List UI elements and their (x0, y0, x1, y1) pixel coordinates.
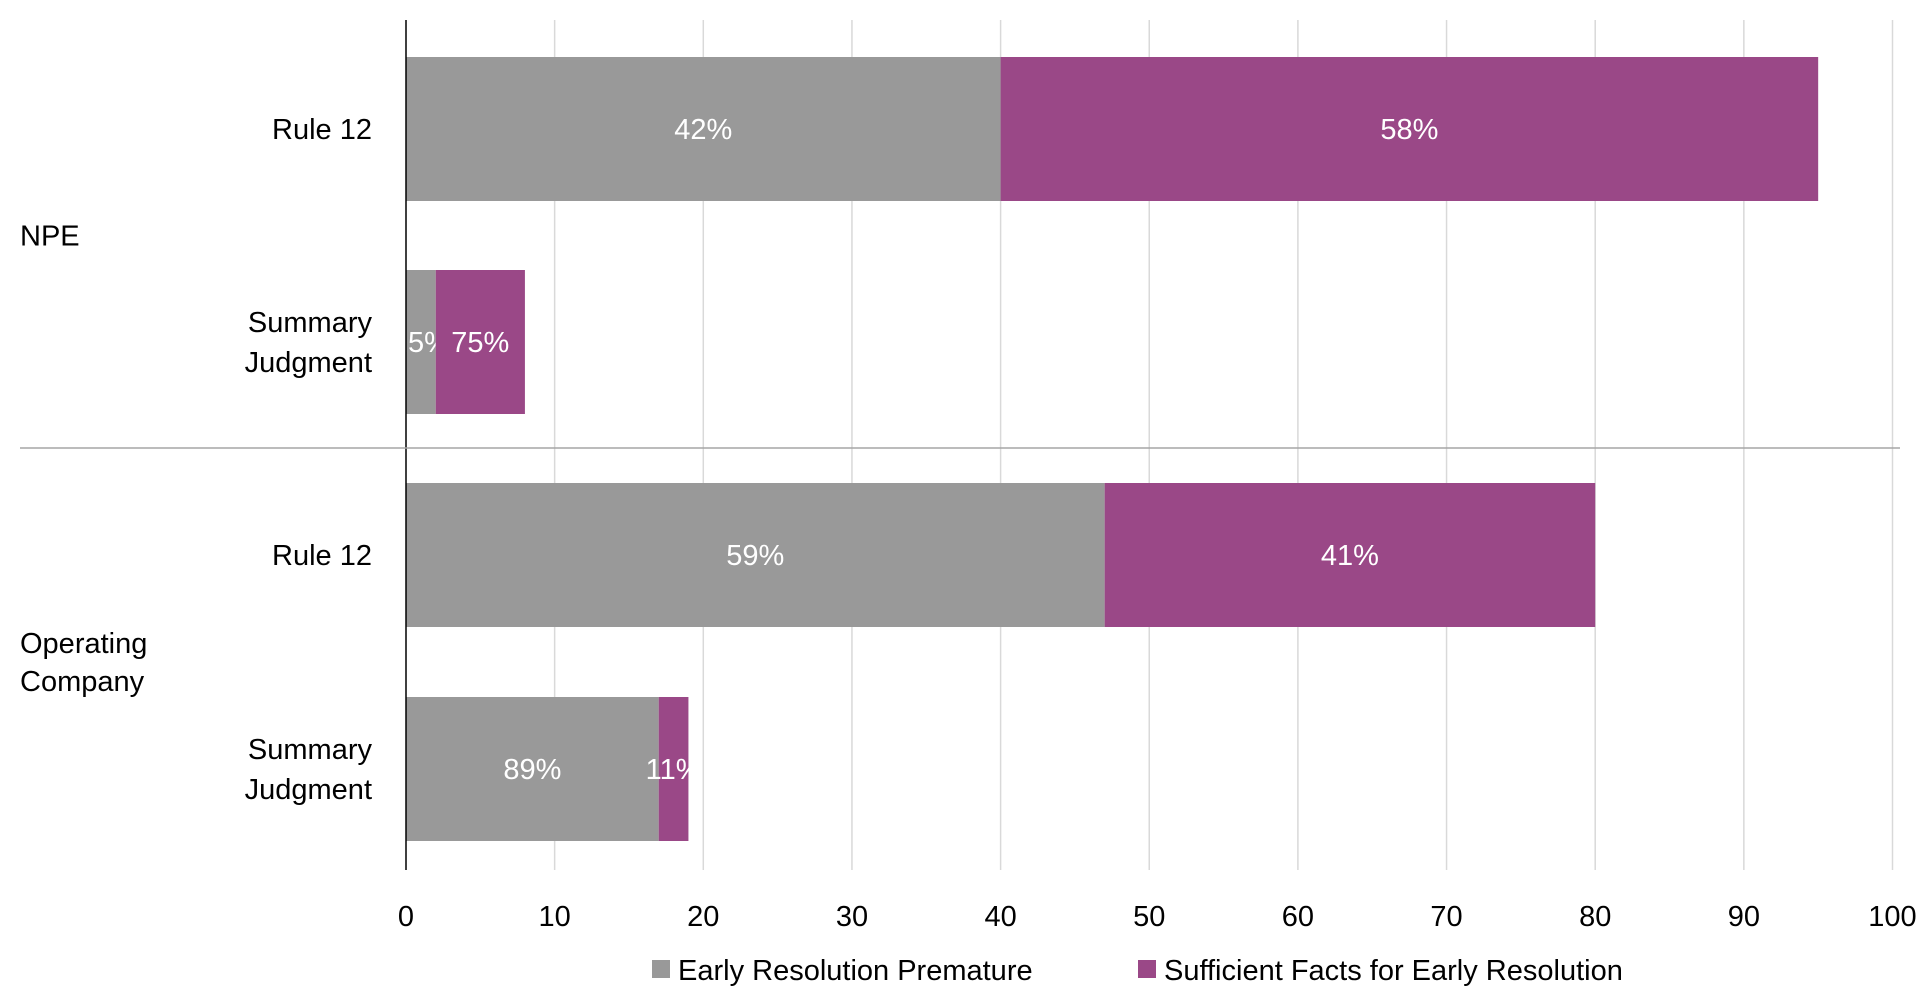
x-tick-label: 10 (539, 901, 571, 933)
x-tick-label: 0 (398, 901, 414, 933)
category-label: Rule 12 (272, 540, 372, 572)
legend: Early Resolution Premature Sufficient Fac… (652, 955, 1623, 987)
x-tick-labels: 0 10 20 30 40 50 60 70 80 90 100 (398, 901, 1917, 933)
category-label: Judgment (245, 347, 372, 379)
x-tick-label: 50 (1133, 901, 1165, 933)
bars: 42%58%25%75%59%41%89%11% (392, 57, 1818, 841)
category-label: Judgment (245, 774, 372, 806)
legend-swatch (1138, 960, 1156, 978)
data-label: 59% (726, 540, 784, 572)
data-label: 89% (503, 754, 561, 786)
data-label: 42% (674, 114, 732, 146)
group-labels: NPE Operating Company (20, 221, 147, 699)
x-tick-label: 90 (1728, 901, 1760, 933)
data-label: 11% (646, 754, 702, 786)
x-tick-label: 80 (1579, 901, 1611, 933)
category-label: Summary (248, 734, 373, 766)
legend-label: Early Resolution Premature (678, 955, 1033, 987)
group-label: Company (20, 666, 145, 698)
data-label: 41% (1321, 540, 1379, 572)
group-label: NPE (20, 221, 80, 253)
category-label: Summary (248, 307, 373, 339)
x-tick-label: 20 (687, 901, 719, 933)
x-tick-label: 100 (1868, 901, 1916, 933)
x-tick-label: 60 (1282, 901, 1314, 933)
data-label: 75% (451, 327, 509, 359)
category-labels: Rule 12 Summary Judgment Rule 12 Summary Judg… (245, 114, 373, 806)
x-tick-label: 70 (1430, 901, 1462, 933)
category-label: Rule 12 (272, 114, 372, 146)
legend-swatch (652, 960, 670, 978)
data-label: 58% (1380, 114, 1438, 146)
x-tick-label: 40 (984, 901, 1016, 933)
x-tick-label: 30 (836, 901, 868, 933)
legend-label: Sufficient Facts for Early Resolution (1164, 955, 1623, 987)
group-label: Operating (20, 628, 147, 660)
